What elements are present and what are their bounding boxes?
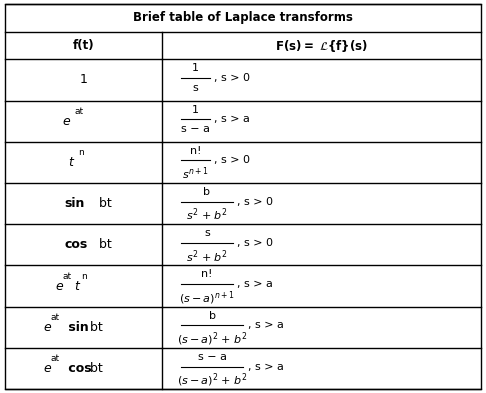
Text: at: at [50,313,59,322]
Text: s: s [204,228,209,238]
Text: $\mathbf{F(s) =}$ $\mathbf{\mathcal{L}}$$\mathbf{\{f\}(s)}$: $\mathbf{F(s) =}$ $\mathbf{\mathcal{L}}$… [275,37,368,53]
Text: $s^{2}$ + $b^{2}$: $s^{2}$ + $b^{2}$ [186,207,228,223]
Text: , s > 0: , s > 0 [214,156,250,165]
Text: cos: cos [64,362,92,375]
Text: bt: bt [86,362,103,375]
Text: $(s-a)^{2}$ + $b^{2}$: $(s-a)^{2}$ + $b^{2}$ [177,371,247,389]
Text: $e$: $e$ [62,115,71,128]
Text: , s > 0: , s > 0 [214,73,250,83]
Text: bt: bt [95,197,112,210]
Text: 1: 1 [192,105,199,115]
Text: $t$: $t$ [74,279,81,292]
Text: $e$: $e$ [43,321,52,334]
Text: Brief table of Laplace transforms: Brief table of Laplace transforms [133,11,353,24]
Text: $(s-a)^{n+1}$: $(s-a)^{n+1}$ [179,289,235,307]
Text: $e$: $e$ [43,362,52,375]
Text: $t$: $t$ [68,156,75,169]
Text: $(s-a)^{2}$ + $b^{2}$: $(s-a)^{2}$ + $b^{2}$ [177,331,247,348]
Text: sin: sin [64,321,89,334]
Text: , s > 0: , s > 0 [237,238,273,248]
Text: , s > a: , s > a [248,320,284,331]
Text: $s^{n+1}$: $s^{n+1}$ [182,165,209,182]
Text: b: b [203,187,210,197]
Text: bt: bt [95,238,112,252]
Text: $e$: $e$ [55,279,64,292]
Text: n!: n! [190,146,201,156]
Text: , s > a: , s > a [237,279,273,289]
Text: $s^{2}$ + $b^{2}$: $s^{2}$ + $b^{2}$ [186,248,228,264]
Text: , s > 0: , s > 0 [237,197,273,207]
Text: n!: n! [201,270,212,279]
Text: b: b [208,311,216,321]
Text: at: at [75,107,84,116]
Text: bt: bt [86,321,103,334]
Text: 1: 1 [80,73,87,86]
Text: cos: cos [64,238,87,252]
Text: sin: sin [64,197,85,210]
Text: at: at [62,272,71,281]
Text: s − a: s − a [181,124,210,134]
Text: at: at [50,354,59,364]
Text: s − a: s − a [197,352,226,362]
Text: n: n [81,272,87,281]
Text: n: n [78,149,84,158]
Text: s: s [192,83,198,93]
Text: f(t): f(t) [72,39,94,52]
Text: , s > a: , s > a [214,114,250,124]
Text: 1: 1 [192,63,199,73]
Text: , s > a: , s > a [248,362,284,371]
